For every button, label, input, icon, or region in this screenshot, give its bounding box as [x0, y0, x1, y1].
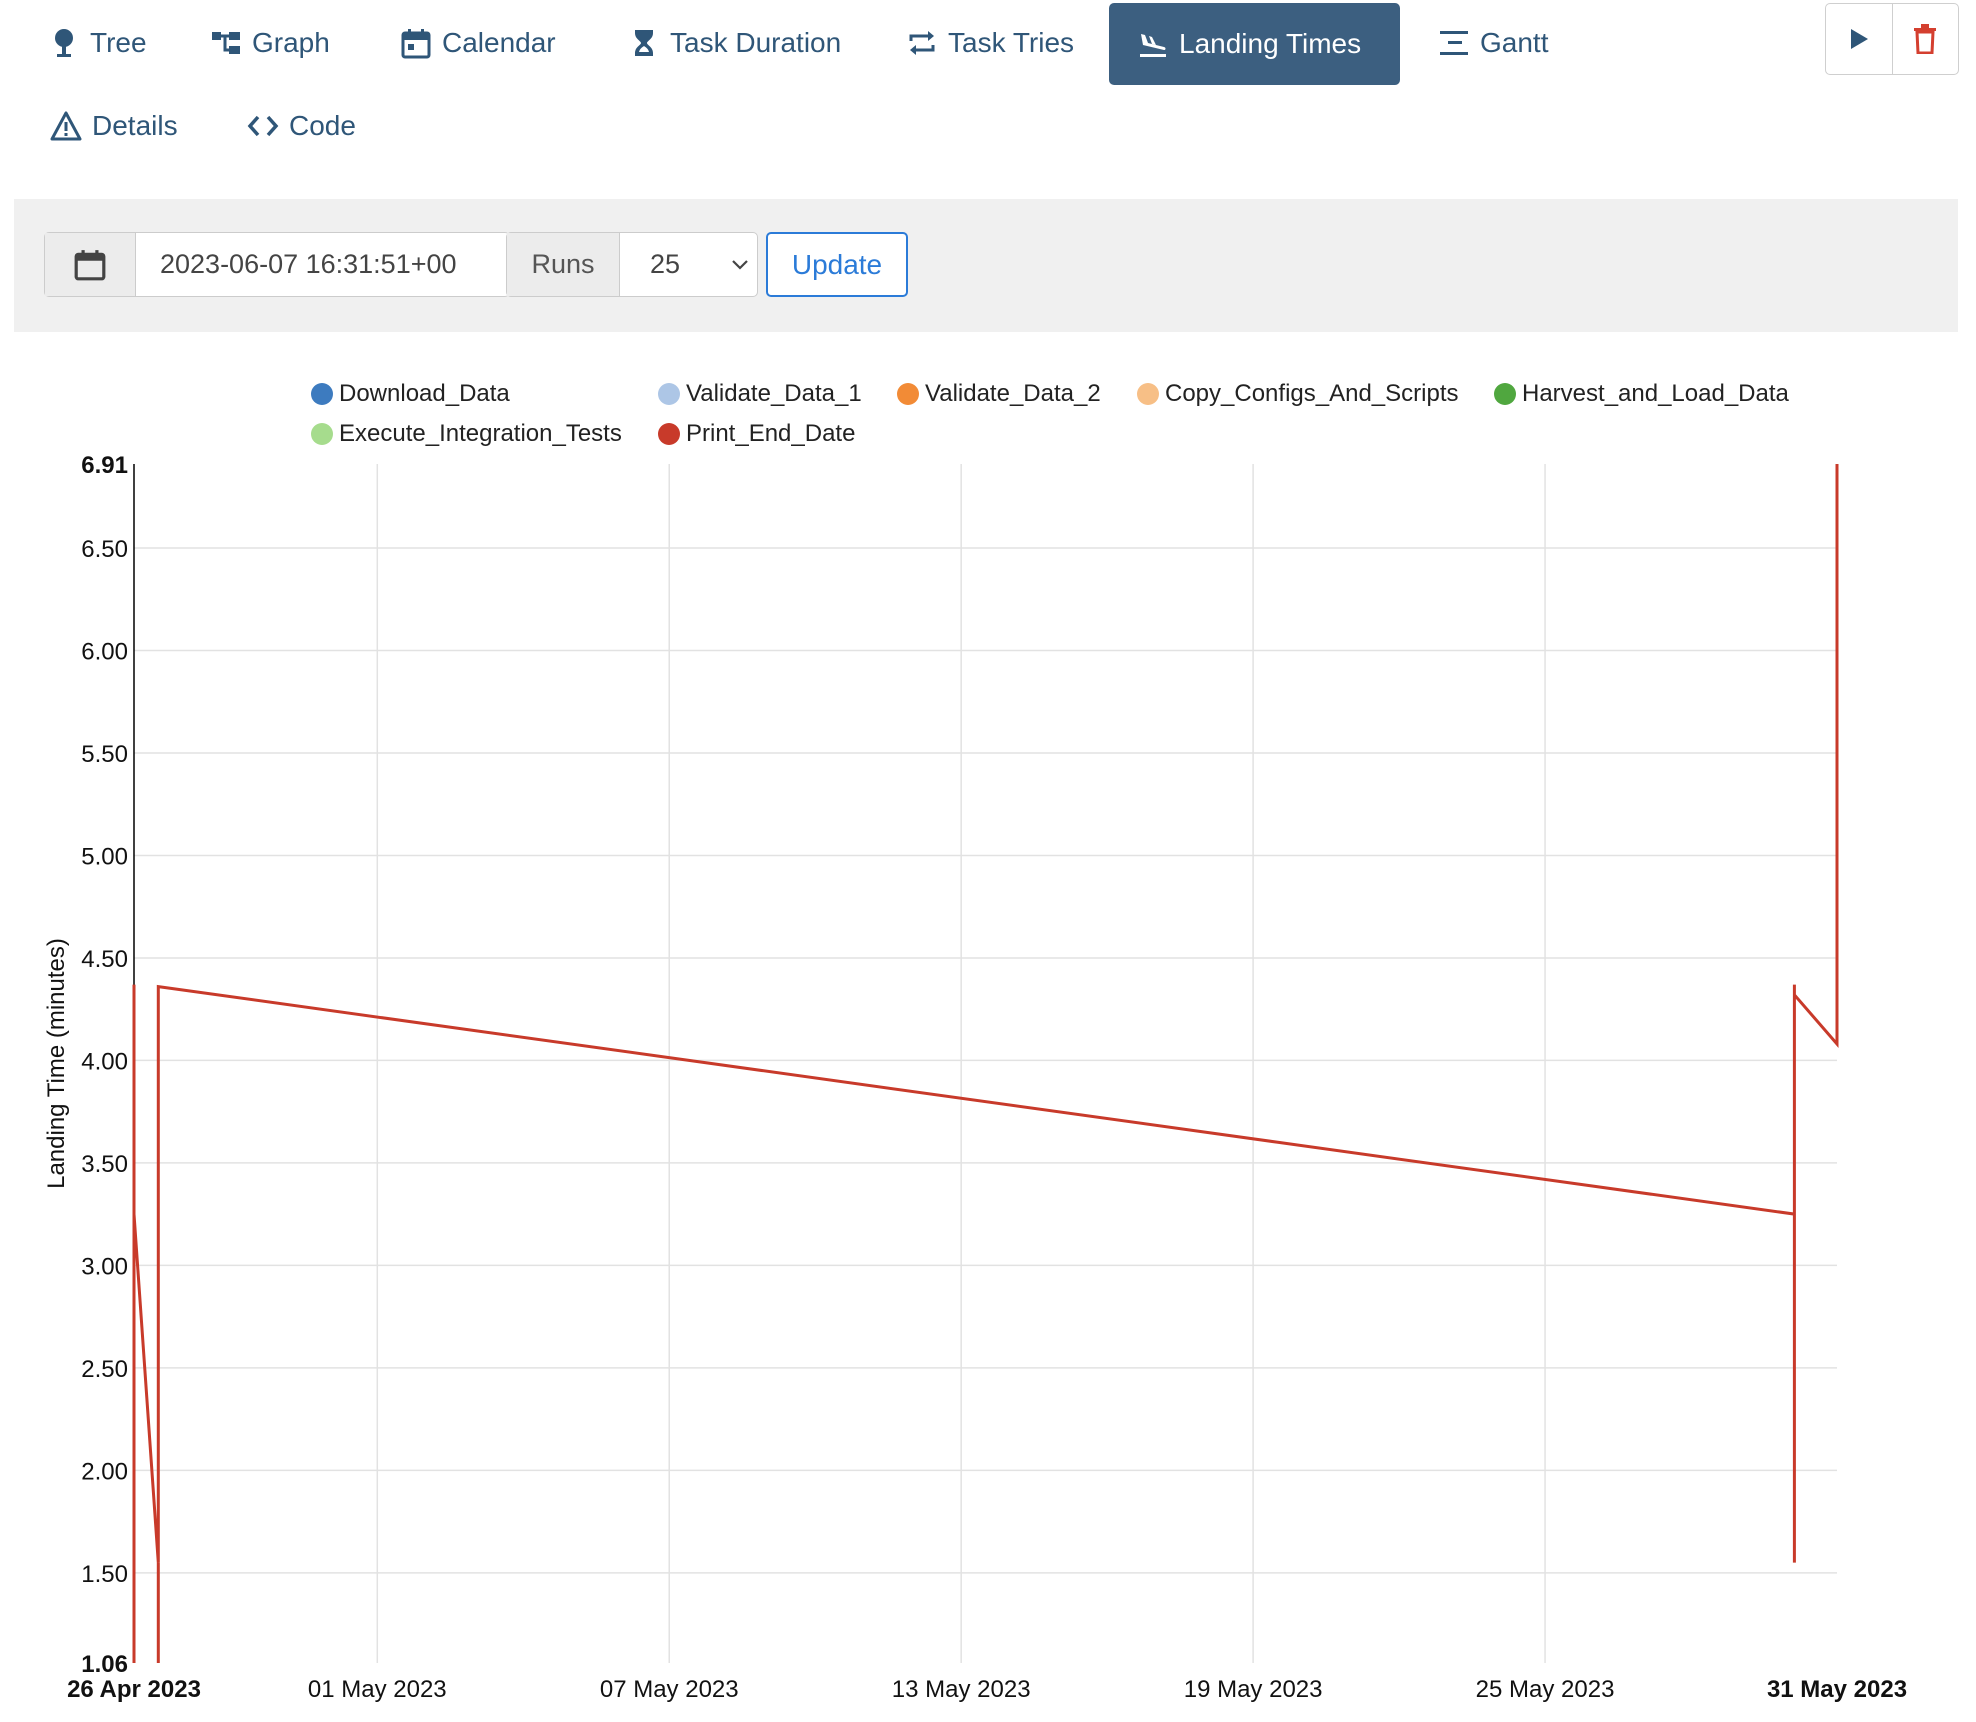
calendar-icon [401, 29, 431, 59]
x-tick-label: 13 May 2023 [892, 1676, 1031, 1703]
legend-label: Download_Data [339, 380, 510, 407]
legend-swatch [1494, 383, 1516, 405]
hourglass-icon [635, 30, 653, 56]
tab-task-tries[interactable]: Task Tries [906, 2, 1074, 84]
tab-landing-times[interactable]: Landing Times [1109, 3, 1400, 85]
y-tick-label: 4.00 [81, 1048, 128, 1075]
legend-label: Copy_Configs_And_Scripts [1165, 380, 1459, 407]
plane-landing-icon [1140, 34, 1166, 57]
legend-label: Validate_Data_1 [686, 380, 862, 407]
legend-swatch [658, 423, 680, 445]
legend-item-validate-data-2[interactable]: Validate_Data_2 [897, 380, 1101, 408]
y-tick-label: 5.00 [81, 843, 128, 870]
legend-item-copy-configs[interactable]: Copy_Configs_And_Scripts [1137, 380, 1459, 408]
tab-label: Landing Times [1179, 28, 1362, 59]
trash-icon [1914, 24, 1937, 54]
y-axis-label: Landing Time (minutes) [43, 938, 70, 1189]
graph-icon [212, 32, 240, 54]
chevron-down-icon [732, 259, 748, 270]
legend-swatch [1137, 383, 1159, 405]
legend-label: Harvest_and_Load_Data [1522, 380, 1789, 407]
tab-label: Code [289, 110, 356, 141]
x-tick-label: 07 May 2023 [600, 1676, 739, 1703]
delete-dag-button[interactable] [1891, 4, 1959, 74]
filter-toolbar: 2023-06-07 16:31:51+00 Runs 25 Update [14, 199, 1958, 332]
num-runs-value: 25 [650, 249, 681, 279]
num-runs-group: Runs 25 [506, 232, 758, 297]
tab-code[interactable]: Code [247, 85, 356, 167]
tab-label: Calendar [442, 27, 556, 58]
tab-label: Graph [252, 27, 330, 58]
base-date-picker: 2023-06-07 16:31:51+00 [44, 232, 510, 297]
calendar-button[interactable] [45, 233, 136, 296]
code-icon [247, 115, 279, 137]
tab-label: Gantt [1480, 27, 1549, 58]
x-tick-label: 19 May 2023 [1184, 1676, 1323, 1703]
legend-item-print-end-date[interactable]: Print_End_Date [658, 420, 855, 448]
legend-item-download-data[interactable]: Download_Data [311, 380, 510, 408]
x-tick-label: 31 May 2023 [1767, 1676, 1907, 1703]
base-date-input[interactable]: 2023-06-07 16:31:51+00 [160, 249, 457, 279]
play-icon [1850, 29, 1868, 49]
landing-times-chart: 1.06 1.50 2.00 2.50 3.00 3.50 4.00 4.50 5.00 5.50… [43, 452, 1907, 1703]
y-tick-label: 5.50 [81, 741, 128, 768]
legend-swatch [311, 383, 333, 405]
update-button[interactable]: Update [766, 232, 908, 297]
y-tick-label: 6.50 [81, 536, 128, 563]
trigger-dag-button[interactable] [1826, 4, 1892, 74]
tab-calendar[interactable]: Calendar [400, 2, 556, 84]
retry-icon [909, 31, 935, 55]
series-line-print-end-date [132, 464, 1839, 1663]
y-tick-label: 4.50 [81, 946, 128, 973]
tab-task-duration[interactable]: Task Duration [628, 2, 841, 84]
tree-icon [55, 29, 73, 57]
tab-graph[interactable]: Graph [210, 2, 330, 84]
legend-swatch [311, 423, 333, 445]
y-tick-label: 3.50 [81, 1151, 128, 1178]
y-tick-label: 6.00 [81, 639, 128, 666]
y-tick-label: 1.50 [81, 1561, 128, 1588]
tab-details[interactable]: Details [50, 85, 178, 167]
legend-swatch [897, 383, 919, 405]
tab-tree[interactable]: Tree [48, 2, 147, 84]
legend-label: Execute_Integration_Tests [339, 420, 622, 447]
tab-label: Task Tries [948, 27, 1075, 58]
dag-view-nav: Tree Graph Calendar Task Duration Task T… [0, 0, 1976, 170]
num-runs-select[interactable]: 25 [620, 233, 757, 296]
y-tick-label: 2.00 [81, 1458, 128, 1485]
tab-gantt[interactable]: Gantt [1438, 2, 1548, 84]
tab-label: Tree [90, 27, 147, 58]
calendar-icon [74, 249, 106, 280]
runs-label: Runs [507, 233, 620, 296]
x-tick-label: 26 Apr 2023 [67, 1676, 201, 1703]
legend-item-execute-integration-tests[interactable]: Execute_Integration_Tests [311, 420, 622, 448]
x-tick-label: 01 May 2023 [308, 1676, 447, 1703]
tab-label: Details [92, 110, 178, 141]
y-tick-label: 3.00 [81, 1253, 128, 1280]
legend-item-validate-data-1[interactable]: Validate_Data_1 [658, 380, 862, 408]
y-tick-label: 6.91 [81, 452, 128, 479]
legend-swatch [658, 383, 680, 405]
gantt-icon [1440, 31, 1468, 55]
warning-triangle-icon [50, 111, 82, 141]
dag-actions [1825, 3, 1959, 75]
legend-label: Validate_Data_2 [925, 380, 1101, 407]
legend-item-harvest-and-load[interactable]: Harvest_and_Load_Data [1494, 380, 1789, 408]
x-tick-label: 25 May 2023 [1476, 1676, 1615, 1703]
y-tick-label: 1.06 [81, 1651, 128, 1678]
y-tick-label: 2.50 [81, 1356, 128, 1383]
legend-label: Print_End_Date [686, 420, 856, 447]
tab-label: Task Duration [670, 27, 842, 58]
